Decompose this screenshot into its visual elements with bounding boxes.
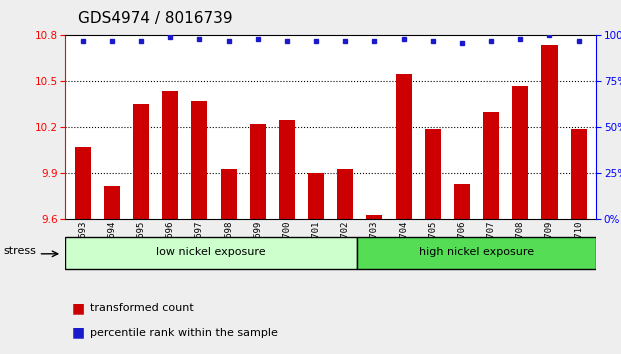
Bar [133, 104, 149, 219]
Bar [396, 74, 412, 219]
Bar [454, 184, 470, 219]
Bar [337, 169, 353, 219]
Text: stress: stress [3, 246, 36, 256]
Bar [512, 86, 528, 219]
Bar [75, 147, 91, 219]
Text: ■: ■ [71, 301, 84, 315]
Text: ■: ■ [71, 326, 84, 340]
Text: transformed count: transformed count [90, 303, 194, 313]
Bar [104, 186, 120, 219]
Bar [162, 91, 178, 219]
Bar [191, 101, 207, 219]
Bar [220, 169, 237, 219]
Text: percentile rank within the sample: percentile rank within the sample [90, 328, 278, 338]
Bar [279, 120, 295, 219]
Text: GDS4974 / 8016739: GDS4974 / 8016739 [78, 11, 232, 25]
Bar [542, 45, 558, 219]
Bar [357, 237, 596, 269]
Bar [425, 129, 441, 219]
Bar [308, 173, 324, 219]
Text: high nickel exposure: high nickel exposure [419, 247, 534, 257]
Bar [366, 215, 383, 219]
Bar [571, 129, 587, 219]
Text: low nickel exposure: low nickel exposure [156, 247, 266, 257]
Bar [483, 112, 499, 219]
Bar [250, 124, 266, 219]
Bar [65, 237, 357, 269]
